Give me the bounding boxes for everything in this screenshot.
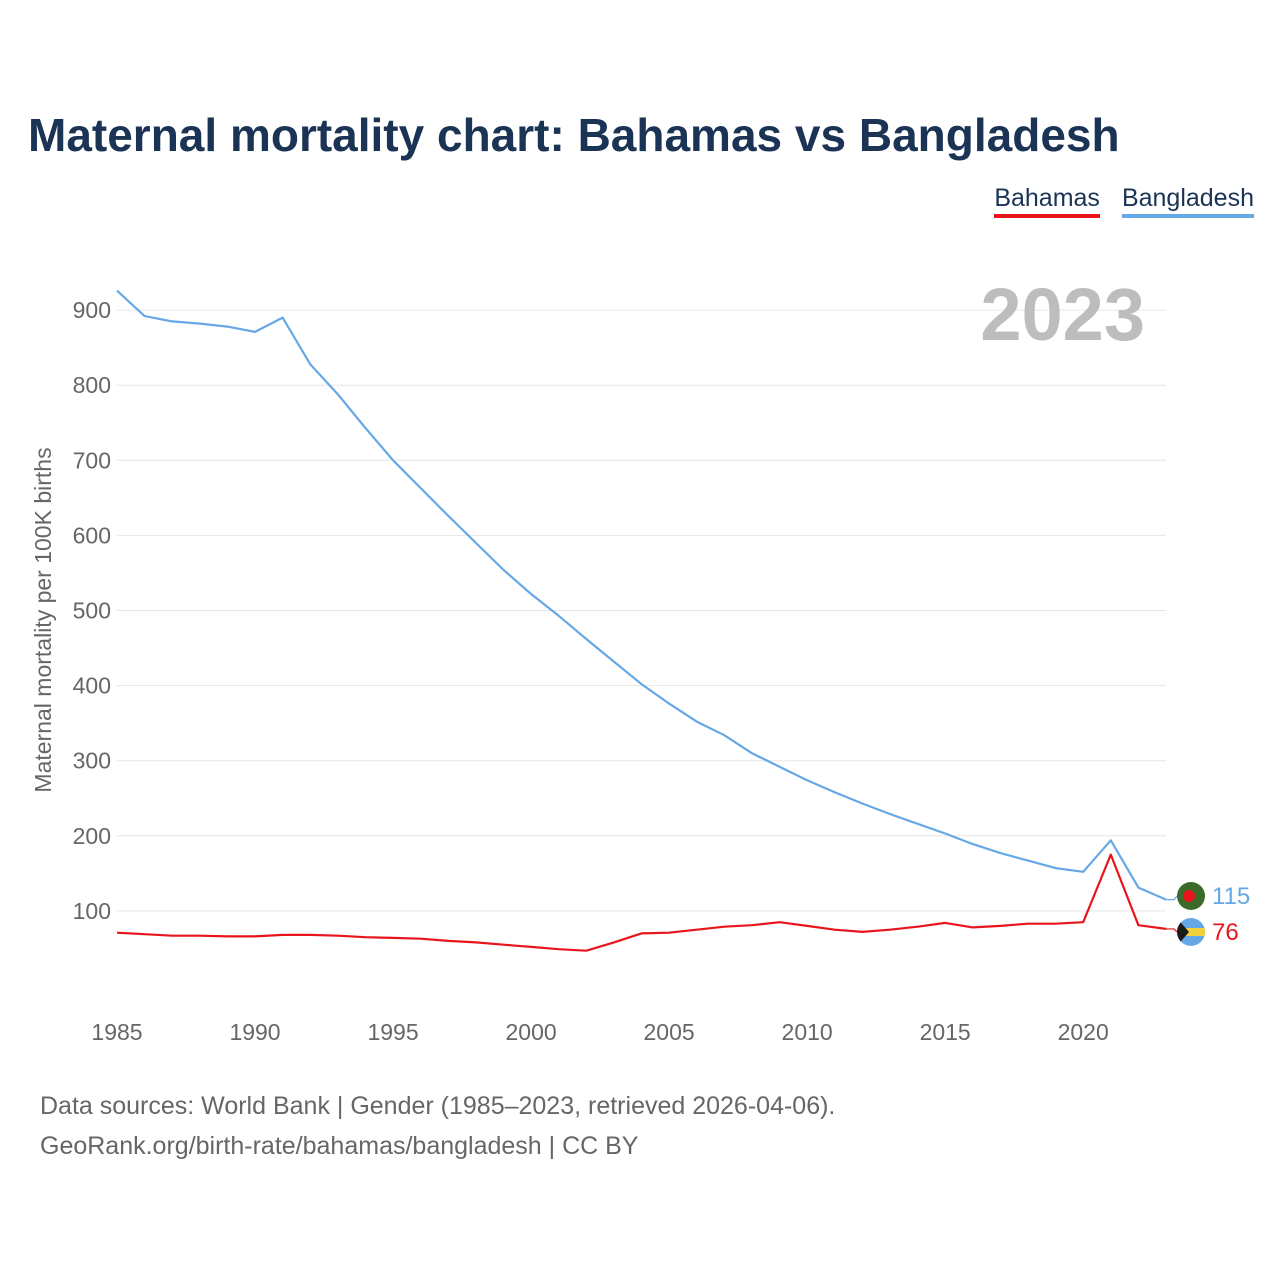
x-tick-label: 2005 (644, 1019, 695, 1045)
bahamas-flag-icon (1177, 918, 1205, 946)
x-tick-label: 2015 (920, 1019, 971, 1045)
credit-link[interactable]: GeoRank.org/birth-rate/bahamas/banglades… (40, 1132, 639, 1160)
gridlines (117, 309, 1166, 912)
y-tick-label: 300 (73, 748, 111, 774)
y-tick-label: 600 (73, 522, 111, 548)
x-tick-label: 1995 (367, 1019, 418, 1045)
legend-item-bahamas[interactable]: Bahamas (994, 184, 1100, 218)
legend-item-bangladesh[interactable]: Bangladesh (1121, 184, 1254, 218)
chart-title: Maternal mortality chart: Bahamas vs Ban… (28, 109, 1120, 161)
y-tick-label: 500 (73, 598, 111, 624)
bangladesh-flag-icon (1177, 882, 1205, 910)
source-note: Data sources: World Bank | Gender (1985–… (40, 1092, 836, 1120)
year-watermark: 2023 (980, 273, 1145, 356)
y-tick-label: 900 (73, 297, 111, 323)
y-tick-label: 700 (73, 447, 111, 473)
end-value-label-bahamas: 76 (1212, 919, 1239, 946)
legend: Bahamas Bangladesh (994, 184, 1254, 218)
y-axis-label: Maternal mortality per 100K births (30, 447, 56, 792)
y-tick-label: 200 (73, 823, 111, 849)
series-lines (116, 289, 1167, 952)
x-tick-label: 2000 (505, 1019, 556, 1045)
x-tick-label: 1985 (91, 1019, 142, 1045)
y-axis-ticks: 100 200 300 400 500 600 700 800 900 (73, 297, 111, 924)
series-line-bangladesh (116, 289, 1167, 901)
x-tick-label: 2010 (782, 1019, 833, 1045)
footer: Data sources: World Bank | Gender (1985–… (40, 1086, 835, 1166)
y-tick-label: 800 (73, 372, 111, 398)
connector-bangladesh (1166, 895, 1178, 901)
y-tick-label: 400 (73, 673, 111, 699)
x-tick-label: 1990 (229, 1019, 280, 1045)
series-line-bahamas (116, 853, 1167, 952)
y-tick-label: 100 (73, 898, 111, 924)
connector-bahamas (1166, 928, 1178, 933)
x-tick-label: 2020 (1058, 1019, 1109, 1045)
x-axis-ticks: 1985 1990 1995 2000 2005 2010 2015 2020 (91, 1019, 1108, 1045)
end-value-label-bangladesh: 115 (1212, 883, 1250, 910)
